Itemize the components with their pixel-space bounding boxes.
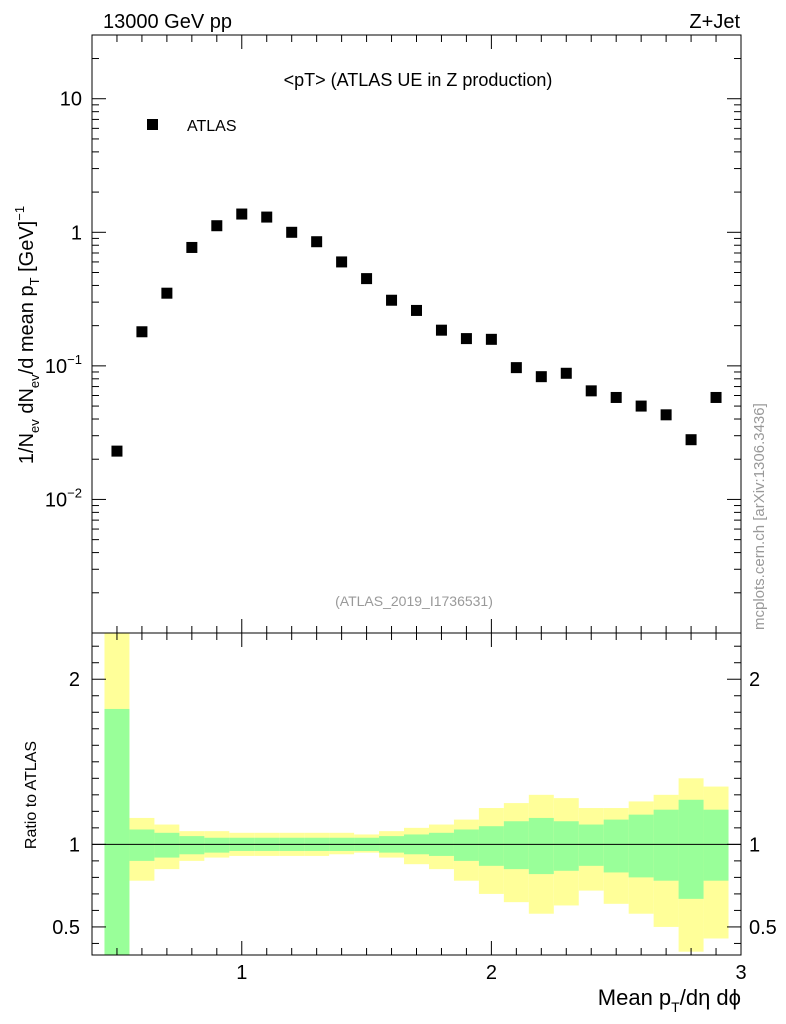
- ratio-y-tick-label-left: 2: [69, 669, 80, 691]
- energy-label: 13000 GeV pp: [103, 11, 232, 33]
- ratio-band-bin: [578, 824, 604, 866]
- process-label: Z+Jet: [689, 11, 740, 33]
- ratio-y-tick-label-right: 1: [749, 834, 760, 856]
- data-point: [610, 391, 622, 403]
- data-point: [386, 294, 398, 306]
- data-point: [485, 333, 497, 345]
- main-x-ticks: [91, 35, 742, 633]
- data-point: [361, 273, 373, 285]
- data-point: [136, 326, 148, 338]
- ratio-y-tick-label-right: 0.5: [749, 917, 777, 939]
- ratio-band-bin: [104, 708, 130, 955]
- ratio-band-bin: [204, 837, 230, 853]
- ratio-band-bin: [678, 799, 704, 899]
- data-point: [510, 362, 522, 374]
- x-tick-label: 3: [735, 962, 746, 984]
- analysis-label: (ATLAS_2019_I1736531): [335, 593, 493, 609]
- ratio-band-bin: [628, 814, 654, 878]
- ratio-y-ticks: 0.5 0.5 1 1 2 2: [52, 645, 777, 944]
- ratio-band-bin: [453, 829, 479, 861]
- ratio-band-bin: [478, 826, 504, 866]
- data-point: [685, 434, 697, 446]
- ratio-panel: 0.5 0.5 1 1 2 2 1 2 3 Ratio to ATLAS Mean pT/dη…: [23, 632, 777, 1015]
- data-point: [336, 256, 348, 268]
- data-point: [186, 241, 198, 253]
- main-y-axis-label: 1/Nev dNev/d mean pT [GeV]−1: [12, 206, 42, 464]
- chart-title: <pT> (ATLAS UE in Z production): [284, 70, 553, 90]
- data-point: [211, 220, 223, 232]
- x-tick-label: 1: [236, 962, 247, 984]
- data-point: [236, 208, 248, 220]
- ratio-band-bin: [503, 821, 529, 870]
- data-point: [435, 324, 447, 336]
- ratio-band-bin: [653, 809, 679, 881]
- main-y-ticks: 10 1 10−1 10−2: [45, 34, 741, 634]
- y-tick-label: 10−2: [45, 485, 82, 511]
- data-point: [286, 226, 298, 238]
- data-point: [535, 371, 547, 383]
- ratio-y-tick-label-left: 0.5: [52, 917, 80, 939]
- mcplots-side-label: mcplots.cern.ch [arXiv:1306.3436]: [751, 403, 768, 630]
- data-point: [585, 385, 597, 397]
- data-point: [660, 409, 672, 421]
- data-point: [261, 211, 273, 223]
- x-axis-label: Mean pT/dη dϕ: [598, 985, 741, 1015]
- data-point: [161, 287, 173, 299]
- data-point: [111, 445, 123, 457]
- legend-label-atlas: ATLAS: [187, 118, 237, 135]
- y-tick-label: 1: [71, 222, 82, 244]
- ratio-band-bin: [703, 809, 729, 881]
- ratio-band-bin: [179, 836, 205, 855]
- y-tick-label: 10: [60, 89, 82, 111]
- data-point: [710, 391, 722, 403]
- x-tick-label: 2: [486, 962, 497, 984]
- data-point: [635, 400, 647, 412]
- y-tick-label: 10−1: [45, 352, 82, 378]
- ratio-y-axis-label: Ratio to ATLAS: [23, 741, 40, 849]
- data-point: [311, 236, 323, 248]
- legend-marker: [147, 119, 158, 130]
- ratio-band-bin: [528, 817, 554, 875]
- ratio-uncertainty-bands: [104, 633, 729, 955]
- ratio-band-bin: [154, 832, 180, 858]
- main-panel: 10 1 10−1 10−2 <pT> (ATLAS UE in Z producti…: [12, 34, 742, 634]
- ratio-band-bin: [553, 821, 579, 871]
- data-points: [111, 208, 722, 457]
- ratio-y-tick-label-left: 1: [69, 834, 80, 856]
- data-point: [460, 333, 472, 345]
- ratio-x-ticks: 1 2 3: [91, 633, 747, 984]
- ratio-band-bin: [603, 819, 629, 873]
- ratio-band-bin: [129, 829, 155, 861]
- ratio-y-tick-label-right: 2: [749, 669, 760, 691]
- legend: ATLAS: [147, 118, 237, 135]
- data-point: [411, 304, 422, 316]
- data-point: [560, 367, 572, 379]
